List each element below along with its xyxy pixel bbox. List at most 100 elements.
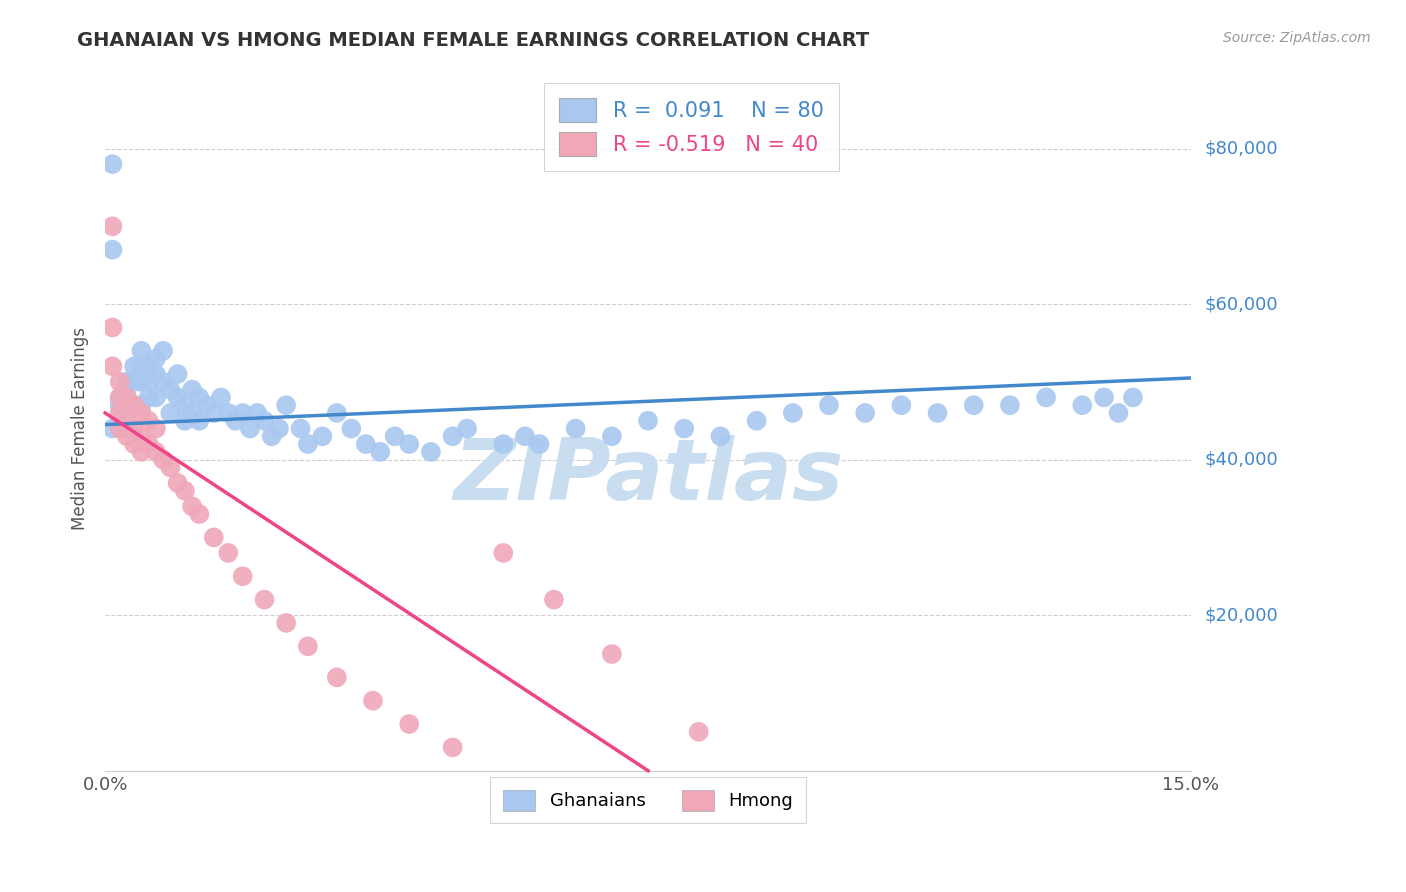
Point	[131, 375, 153, 389]
Point	[145, 351, 167, 366]
Point	[181, 406, 204, 420]
Point	[217, 406, 239, 420]
Point	[188, 507, 211, 521]
Text: $60,000: $60,000	[1205, 295, 1278, 313]
Point	[361, 694, 384, 708]
Point	[600, 429, 623, 443]
Text: Source: ZipAtlas.com: Source: ZipAtlas.com	[1223, 31, 1371, 45]
Point	[173, 483, 195, 498]
Point	[173, 414, 195, 428]
Point	[145, 367, 167, 381]
Point	[108, 375, 131, 389]
Point	[131, 343, 153, 358]
Point	[108, 391, 131, 405]
Point	[492, 437, 515, 451]
Point	[122, 421, 145, 435]
Point	[232, 406, 254, 420]
Point	[145, 445, 167, 459]
Point	[115, 429, 138, 443]
Point	[181, 500, 204, 514]
Text: $40,000: $40,000	[1205, 450, 1278, 468]
Point	[138, 391, 160, 405]
Point	[181, 383, 204, 397]
Point	[253, 592, 276, 607]
Point	[398, 437, 420, 451]
Point	[152, 452, 174, 467]
Point	[297, 437, 319, 451]
Point	[108, 414, 131, 428]
Point	[108, 406, 131, 420]
Point	[368, 445, 391, 459]
Point	[115, 391, 138, 405]
Point	[637, 414, 659, 428]
Point	[384, 429, 406, 443]
Point	[115, 421, 138, 435]
Point	[927, 406, 949, 420]
Point	[398, 717, 420, 731]
Point	[101, 157, 124, 171]
Point	[101, 320, 124, 334]
Point	[122, 398, 145, 412]
Point	[145, 391, 167, 405]
Point	[853, 406, 876, 420]
Point	[963, 398, 986, 412]
Point	[101, 359, 124, 374]
Point	[239, 421, 262, 435]
Point	[818, 398, 841, 412]
Point	[202, 530, 225, 544]
Legend: Ghanaians, Hmong: Ghanaians, Hmong	[491, 777, 806, 823]
Point	[311, 429, 333, 443]
Point	[115, 391, 138, 405]
Text: ZIPatlas: ZIPatlas	[453, 435, 844, 518]
Point	[217, 546, 239, 560]
Point	[688, 724, 710, 739]
Point	[115, 375, 138, 389]
Point	[290, 421, 312, 435]
Point	[600, 647, 623, 661]
Point	[745, 414, 768, 428]
Point	[101, 219, 124, 234]
Point	[326, 670, 349, 684]
Point	[159, 460, 181, 475]
Text: $80,000: $80,000	[1205, 139, 1278, 158]
Point	[138, 414, 160, 428]
Point	[260, 429, 283, 443]
Point	[166, 367, 188, 381]
Point	[441, 740, 464, 755]
Point	[673, 421, 696, 435]
Point	[276, 398, 298, 412]
Point	[101, 421, 124, 435]
Point	[195, 398, 218, 412]
Point	[267, 421, 290, 435]
Point	[340, 421, 363, 435]
Point	[108, 398, 131, 412]
Point	[166, 475, 188, 490]
Point	[419, 445, 441, 459]
Point	[152, 375, 174, 389]
Point	[564, 421, 586, 435]
Point	[709, 429, 731, 443]
Point	[998, 398, 1021, 412]
Point	[152, 343, 174, 358]
Point	[159, 383, 181, 397]
Point	[131, 445, 153, 459]
Point	[108, 421, 131, 435]
Point	[101, 243, 124, 257]
Point	[492, 546, 515, 560]
Point	[1092, 391, 1115, 405]
Point	[131, 429, 153, 443]
Point	[138, 359, 160, 374]
Point	[166, 391, 188, 405]
Point	[108, 391, 131, 405]
Point	[232, 569, 254, 583]
Point	[122, 375, 145, 389]
Point	[145, 421, 167, 435]
Point	[276, 615, 298, 630]
Point	[188, 414, 211, 428]
Point	[1122, 391, 1144, 405]
Point	[115, 406, 138, 420]
Point	[297, 640, 319, 654]
Point	[224, 414, 246, 428]
Point	[1071, 398, 1094, 412]
Point	[326, 406, 349, 420]
